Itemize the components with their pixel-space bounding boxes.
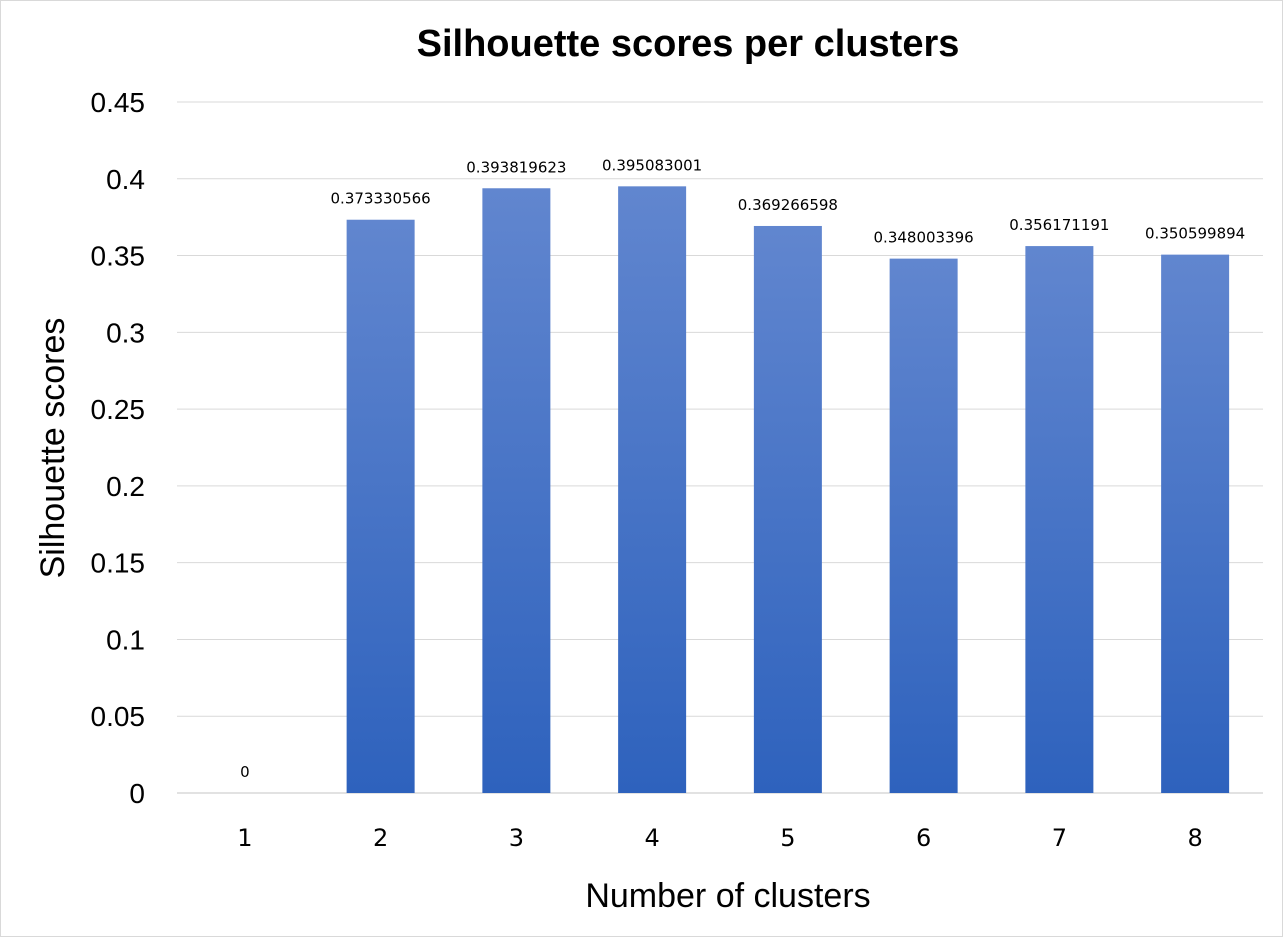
x-tick-label: 3	[509, 824, 524, 852]
x-tick-label: 8	[1187, 824, 1202, 852]
y-tick-label: 0.2	[106, 471, 145, 502]
bar-8	[1161, 254, 1230, 793]
y-axis-title: Silhouette scores	[34, 318, 72, 579]
data-label-5: 0.369266598	[738, 196, 838, 214]
data-label-6: 0.348003396	[874, 229, 974, 247]
data-labels: 0 0.373330566 0.393819623 0.395083001 0.3692…	[240, 156, 1245, 781]
y-tick-label: 0.35	[91, 241, 146, 272]
x-tick-label: 7	[1052, 824, 1067, 852]
bar-2	[346, 219, 415, 794]
bars	[346, 186, 1230, 794]
data-label-3: 0.393819623	[466, 158, 566, 176]
y-tick-label: 0.25	[91, 394, 146, 425]
chart-title: Silhouette scores per clusters	[417, 23, 960, 65]
x-axis-ticks: 1 2 3 4 5 6 7 8	[237, 824, 1203, 852]
y-axis-ticks: 0 0.05 0.1 0.15 0.2 0.25 0.3 0.35 0.4 0.45	[91, 87, 146, 809]
bar-3	[482, 188, 551, 794]
data-label-8: 0.350599894	[1145, 225, 1245, 243]
data-label-4: 0.395083001	[602, 156, 702, 174]
y-tick-label: 0	[129, 778, 145, 809]
data-label-2: 0.373330566	[331, 190, 431, 208]
y-tick-label: 0.15	[91, 548, 146, 579]
x-tick-label: 6	[916, 824, 931, 852]
data-label-7: 0.356171191	[1009, 216, 1109, 234]
y-tick-label: 0.05	[91, 701, 146, 732]
bar-5	[753, 225, 822, 793]
y-tick-label: 0.45	[91, 87, 146, 118]
x-tick-label: 4	[644, 824, 659, 852]
x-axis-title: Number of clusters	[585, 877, 870, 915]
bar-7	[1025, 246, 1094, 793]
y-tick-label: 0.3	[106, 317, 145, 348]
x-tick-label: 5	[780, 824, 795, 852]
x-tick-label: 1	[237, 824, 252, 852]
y-tick-label: 0.1	[106, 624, 145, 655]
x-tick-label: 2	[373, 824, 388, 852]
data-label-1: 0	[240, 763, 250, 781]
bar-4	[618, 186, 687, 793]
y-tick-label: 0.4	[106, 164, 145, 195]
bar-6	[889, 258, 958, 793]
